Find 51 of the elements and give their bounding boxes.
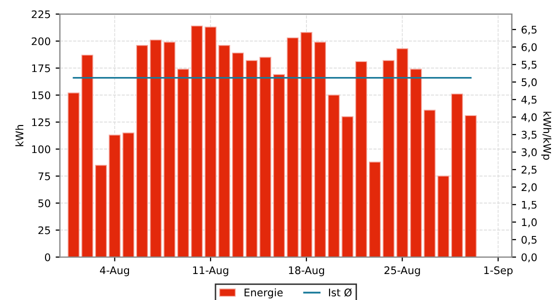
bar	[410, 68, 422, 258]
y2-tick-label: 2,0	[522, 183, 537, 192]
y2-tick-label: 6,5	[522, 26, 537, 35]
bar	[150, 40, 162, 258]
y2-axis-title: kWh/kWp	[541, 112, 552, 160]
y2-tick-label: 1,5	[522, 200, 537, 210]
bar	[68, 92, 80, 258]
bar	[464, 115, 477, 258]
y2-tick-label: 4,5	[521, 96, 537, 105]
bar	[328, 94, 340, 258]
bar	[396, 48, 408, 258]
y-tick-label: 175	[32, 64, 50, 72]
y-tick-label: 75	[38, 172, 50, 180]
x-tick-label: 4-Aug	[100, 266, 129, 276]
y-tick-label: 50	[38, 199, 50, 208]
bar	[273, 74, 285, 258]
y2-tick-label: 3,0	[522, 148, 537, 158]
bar	[177, 68, 190, 258]
y-axis-title: kWh	[15, 125, 24, 146]
y2-tick-label: 4,0	[521, 113, 537, 122]
y2-tick-label: 5,5	[522, 60, 537, 70]
y-tick-label: 0	[44, 253, 50, 262]
y2-tick-label: 3,5	[522, 130, 537, 140]
y-tick-label: 200	[32, 37, 50, 46]
bar	[81, 54, 94, 258]
bar	[164, 42, 176, 258]
y2-tick-label: 0,0	[522, 253, 537, 262]
bar	[218, 45, 230, 258]
legend-label: Ist Ø	[329, 288, 352, 297]
y-tick-label: 150	[32, 91, 50, 100]
y2-tick-label: 2,5	[522, 166, 537, 175]
y2-tick-label: 0,5	[522, 236, 537, 245]
legend-label: Energie	[244, 288, 283, 298]
y-tick-label: 25	[38, 226, 50, 234]
bar	[424, 110, 436, 258]
bar	[259, 56, 272, 258]
y2-tick-label: 5,0	[522, 78, 537, 88]
bar	[342, 116, 354, 258]
x-tick-label: 1-Sep	[484, 266, 513, 276]
x-tick-label: 11-Aug	[193, 266, 228, 276]
bar	[108, 134, 121, 258]
y-tick-label: 125	[32, 118, 50, 126]
x-tick-label: 18-Aug	[289, 266, 324, 276]
bar	[355, 61, 368, 258]
x-tick-label: 25-Aug	[384, 266, 420, 276]
y-tick-label: 225	[32, 10, 50, 18]
y-tick-label: 100	[32, 145, 50, 154]
bar	[95, 164, 107, 258]
bar	[286, 37, 299, 258]
y2-tick-label: 6,0	[522, 43, 537, 52]
y2-tick-label: 1,0	[522, 218, 537, 228]
